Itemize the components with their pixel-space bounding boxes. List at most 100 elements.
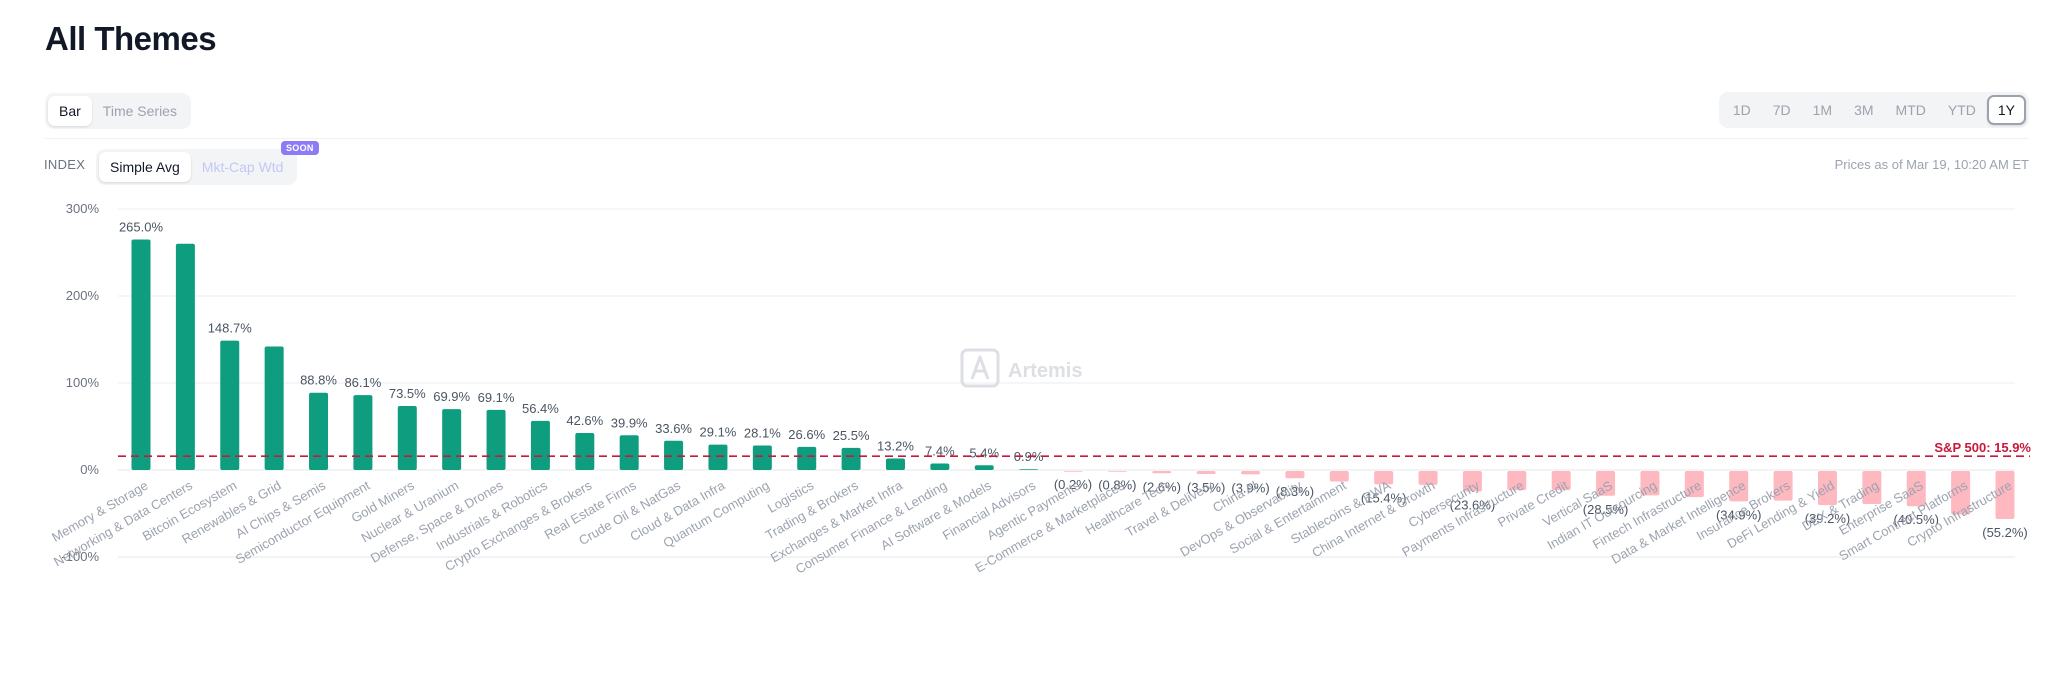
- data-label: 88.8%: [300, 373, 337, 388]
- data-label: (15.4%): [1361, 490, 1407, 505]
- data-label: (2.6%): [1143, 479, 1181, 494]
- bar[interactable]: [1773, 471, 1793, 501]
- data-label: 148.7%: [208, 321, 253, 336]
- prices-as-of: Prices as of Mar 19, 10:20 AM ET: [1834, 157, 2029, 172]
- bar-view-button[interactable]: Bar: [48, 96, 92, 126]
- page-title: All Themes: [45, 20, 217, 57]
- time-series-view-button[interactable]: Time Series: [102, 103, 177, 119]
- data-label: (28.5%): [1583, 502, 1629, 517]
- bar[interactable]: [309, 392, 329, 470]
- bar[interactable]: [353, 395, 373, 470]
- data-label: (8.3%): [1276, 484, 1314, 499]
- y-tick-label: -100%: [61, 549, 99, 564]
- data-label: (34.9%): [1716, 507, 1762, 522]
- data-label: 29.1%: [700, 425, 737, 440]
- benchmark-line: S&P 500: 15.9%: [118, 440, 2031, 457]
- grid-lines: [118, 208, 2015, 558]
- bar[interactable]: [175, 243, 195, 470]
- bar[interactable]: [885, 458, 905, 470]
- y-tick-label: 300%: [66, 201, 100, 216]
- simple-avg-button[interactable]: Simple Avg: [99, 152, 191, 182]
- data-label: (0.2%): [1054, 477, 1092, 492]
- timeframe-1d-button[interactable]: 1D: [1732, 102, 1751, 118]
- data-label: 42.6%: [566, 413, 603, 428]
- timeframe-7d-button[interactable]: 7D: [1772, 102, 1791, 118]
- data-label: 25.5%: [833, 428, 870, 443]
- bar[interactable]: [1507, 471, 1527, 491]
- data-label: 5.4%: [969, 445, 999, 460]
- bar[interactable]: [1019, 469, 1039, 471]
- data-label: (55.2%): [1982, 525, 2028, 540]
- timeframe-1y-button[interactable]: 1Y: [1986, 95, 2026, 125]
- y-tick-label: 200%: [66, 288, 100, 303]
- bar[interactable]: [1951, 471, 1971, 515]
- bar[interactable]: [1817, 471, 1837, 506]
- bar[interactable]: [752, 445, 772, 470]
- watermark-text: Artemis: [1008, 360, 1082, 382]
- bar[interactable]: [1063, 471, 1083, 472]
- data-label: 69.1%: [478, 390, 515, 405]
- data-label: (40.5%): [1893, 512, 1939, 527]
- bar[interactable]: [1640, 471, 1660, 496]
- data-label: (0.8%): [1098, 478, 1136, 493]
- data-label: (39.2%): [1805, 511, 1851, 526]
- bar[interactable]: [708, 444, 728, 470]
- bar[interactable]: [1196, 471, 1216, 475]
- bar[interactable]: [220, 340, 240, 470]
- bar[interactable]: [841, 447, 861, 470]
- bar[interactable]: [1241, 471, 1261, 475]
- artemis-watermark: Artemis: [960, 348, 1082, 388]
- mkt-cap-wtd-button: Mkt-Cap Wtd: [201, 159, 284, 175]
- data-label: 7.4%: [925, 444, 955, 459]
- bar[interactable]: [930, 463, 950, 470]
- index-label: INDEX: [44, 157, 86, 172]
- bar[interactable]: [664, 440, 684, 470]
- timeframe-ytd-button[interactable]: YTD: [1947, 102, 1976, 118]
- timeframe-toggle: 1D 7D 1M 3M MTD YTD 1Y: [1718, 92, 2029, 128]
- bar[interactable]: [1729, 471, 1749, 502]
- bar[interactable]: [1152, 471, 1172, 474]
- data-label: (3.5%): [1187, 480, 1225, 495]
- bar[interactable]: [1418, 471, 1438, 485]
- bar[interactable]: [486, 409, 506, 470]
- bar[interactable]: [131, 239, 151, 470]
- data-label: 56.4%: [522, 401, 559, 416]
- benchmark-label: S&P 500: 15.9%: [1934, 440, 2031, 455]
- data-labels: 265.0% 148.7% 88.8% 86.1% 73.5% 69.9% 69.1% 56.…: [119, 219, 2028, 540]
- bar[interactable]: [1684, 471, 1704, 498]
- bar[interactable]: [1995, 471, 2015, 520]
- timeframe-mtd-button[interactable]: MTD: [1895, 102, 1926, 118]
- header-divider: [45, 138, 2029, 139]
- index-toggle: Simple Avg Mkt-Cap Wtd: [96, 149, 298, 185]
- bar[interactable]: [1329, 471, 1349, 482]
- bar[interactable]: [974, 465, 994, 470]
- bar[interactable]: [1551, 471, 1571, 491]
- bar[interactable]: [1862, 471, 1882, 505]
- data-label: 69.9%: [433, 389, 470, 404]
- data-label: 265.0%: [119, 219, 164, 234]
- bar[interactable]: [1596, 471, 1616, 496]
- bar[interactable]: [1285, 471, 1305, 479]
- bar[interactable]: [1107, 471, 1127, 472]
- data-label: 26.6%: [788, 427, 825, 442]
- bar[interactable]: [530, 420, 550, 470]
- bar[interactable]: [1462, 471, 1482, 492]
- bar[interactable]: [575, 432, 595, 470]
- bar[interactable]: [442, 409, 462, 470]
- y-tick-label: 100%: [66, 375, 100, 390]
- soon-badge: SOON: [281, 141, 319, 155]
- bar[interactable]: [619, 435, 639, 470]
- y-axis-ticks: 300% 200% 100% 0% -100%: [61, 201, 99, 564]
- data-label: 86.1%: [344, 375, 381, 390]
- data-label: 28.1%: [744, 426, 781, 441]
- bar[interactable]: [1906, 471, 1926, 507]
- data-label: 33.6%: [655, 421, 692, 436]
- bar[interactable]: [397, 406, 417, 470]
- bar[interactable]: [264, 346, 284, 470]
- bar[interactable]: [797, 446, 817, 470]
- timeframe-1m-button[interactable]: 1M: [1812, 102, 1833, 118]
- y-tick-label: 0%: [80, 462, 99, 477]
- timeframe-3m-button[interactable]: 3M: [1854, 102, 1874, 118]
- bar[interactable]: [1374, 471, 1394, 485]
- data-label: 39.9%: [611, 415, 648, 430]
